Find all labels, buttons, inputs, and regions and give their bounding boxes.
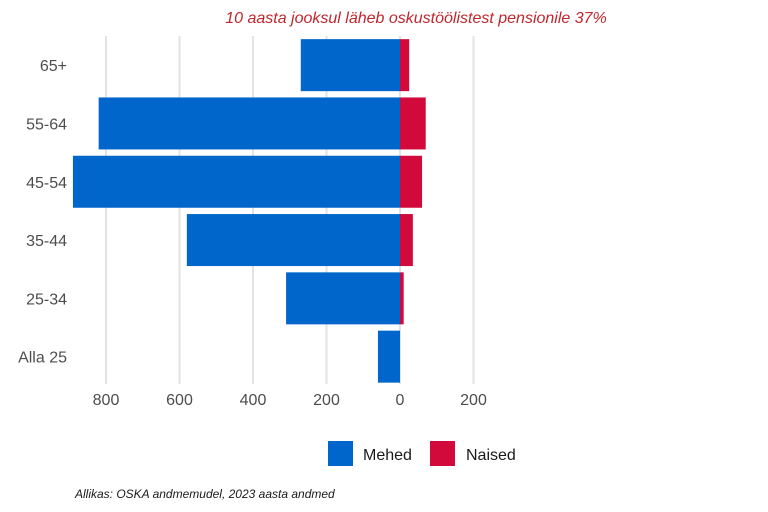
bar-mehed-55-64 xyxy=(98,97,401,150)
x-tick-label: 200 xyxy=(460,392,487,409)
x-tick-label: 400 xyxy=(240,392,267,409)
source-note: Allikas: OSKA andmemudel, 2023 aasta and… xyxy=(74,487,335,501)
x-tick-label: 800 xyxy=(93,392,120,409)
bar-mehed-25-34 xyxy=(286,272,400,325)
y-tick-label: Alla 25 xyxy=(18,350,67,367)
y-axis-labels: 65+ 55-64 45-54 35-44 25-34 Alla 25 xyxy=(18,58,67,367)
legend-swatch-naised xyxy=(430,441,455,466)
y-tick-label: 35-44 xyxy=(26,233,67,250)
bar-naised-35-44 xyxy=(400,214,413,267)
bar-naised-65+ xyxy=(400,39,410,92)
legend-label-naised: Naised xyxy=(466,447,516,464)
legend-label-mehed: Mehed xyxy=(363,447,412,464)
gridlines xyxy=(105,36,475,384)
bar-mehed-Alla 25 xyxy=(377,330,400,383)
bar-naised-55-64 xyxy=(400,97,426,150)
chart-title: 10 aasta jooksul läheb oskustöölistest p… xyxy=(225,10,607,27)
y-tick-label: 65+ xyxy=(40,58,67,75)
legend: Mehed Naised xyxy=(328,441,516,466)
legend-swatch-mehed xyxy=(328,441,353,466)
x-tick-label: 200 xyxy=(313,392,340,409)
bar-mehed-45-54 xyxy=(72,155,401,208)
bars xyxy=(72,39,426,383)
y-tick-label: 25-34 xyxy=(26,291,67,308)
bar-mehed-35-44 xyxy=(186,214,400,267)
x-axis-ticks: 800 600 400 200 0 200 xyxy=(93,392,487,409)
y-tick-label: 45-54 xyxy=(26,175,67,192)
bar-mehed-65+ xyxy=(300,39,400,92)
x-tick-label: 600 xyxy=(166,392,193,409)
x-tick-label: 0 xyxy=(396,392,405,409)
bar-naised-45-54 xyxy=(400,155,423,208)
y-tick-label: 55-64 xyxy=(26,116,67,133)
bar-naised-25-34 xyxy=(400,272,404,325)
